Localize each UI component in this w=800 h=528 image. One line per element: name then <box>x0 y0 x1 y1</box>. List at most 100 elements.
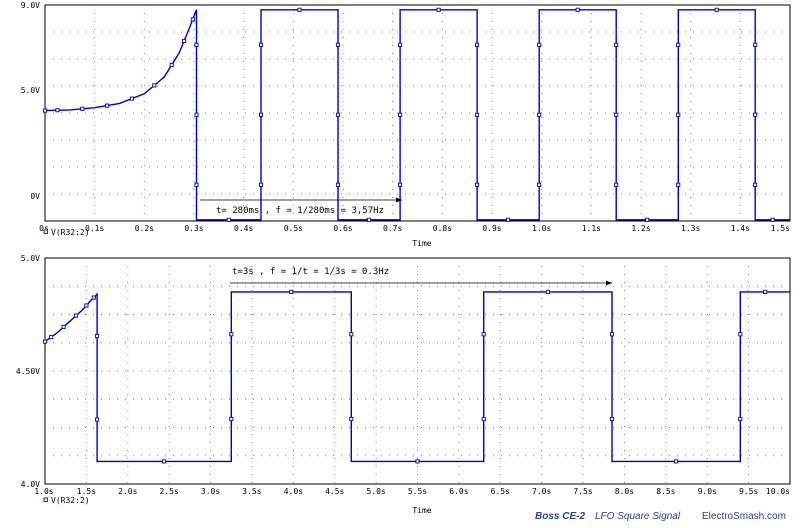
y-tick-label: 0V <box>30 192 40 201</box>
footer-brand: Boss CE-2 <box>535 511 585 522</box>
x-tick-label: 5.5s <box>408 487 427 496</box>
trace-marker <box>676 112 681 117</box>
trace-marker <box>226 217 231 222</box>
x-tick-label: 4.5s <box>325 487 344 496</box>
trace-marker <box>289 289 294 294</box>
trace-marker <box>506 217 511 222</box>
x-tick-label: 1.2s <box>631 224 650 233</box>
trace-marker <box>129 96 134 101</box>
x-tick-label: 3.5s <box>242 487 261 496</box>
y-tick-label: 4.50V <box>16 367 40 376</box>
y-tick-label: 5.0V <box>21 86 40 95</box>
trace-marker <box>95 333 100 339</box>
bottom-chart: 1.0s 1.5s 2.0s 2.5s 3.0s 3.5s 4.0s 4.5s 5.0s 5.5s… <box>16 254 791 515</box>
trace-marker <box>349 416 354 422</box>
trace-marker <box>575 7 580 12</box>
trace-marker <box>645 217 650 222</box>
annotation-arrowhead <box>396 197 402 203</box>
trace-marker <box>55 108 60 113</box>
x-tick-label: 3.0s <box>201 487 220 496</box>
trace-marker <box>194 182 199 187</box>
x-tick-label: 7.5s <box>573 487 592 496</box>
trace-marker <box>674 459 679 464</box>
x-tick-label: 1.5s <box>77 487 96 496</box>
x-tick-label: 0.6s <box>333 224 352 233</box>
trace-line <box>44 291 790 463</box>
trace-marker <box>91 295 96 300</box>
trace-marker <box>258 42 264 47</box>
x-tick-label: 8.5s <box>656 487 675 496</box>
x-tick-label: 0.1s <box>85 224 104 233</box>
trace-marker <box>258 182 264 187</box>
x-tick-label: 0.7s <box>383 224 402 233</box>
legend-marker <box>43 497 48 502</box>
trace-marker <box>537 182 542 187</box>
footer-caption: LFO Square Signal <box>595 511 681 522</box>
trace-marker <box>73 313 79 318</box>
trace-marker <box>676 42 681 47</box>
x-tick-label: 0.8s <box>433 224 452 233</box>
trace-marker <box>349 332 354 337</box>
trace-marker <box>609 416 615 422</box>
x-tick-label: 5.0s <box>366 487 385 496</box>
trace-marker <box>42 339 48 344</box>
x-tick-label: 0.2s <box>135 224 154 233</box>
trace-marker <box>335 42 341 47</box>
trace-marker <box>169 62 174 68</box>
x-tick-label: 1.3s <box>681 224 700 233</box>
trace-marker <box>95 417 100 422</box>
footer-site: ElectroSmash.com <box>702 511 786 522</box>
trace-marker <box>753 42 758 47</box>
y-tick-label: 9.0V <box>21 1 40 10</box>
trace-marker <box>335 112 341 117</box>
trace-line <box>44 9 790 221</box>
trace-marker <box>676 182 681 187</box>
x-tick-label: 1.4s <box>731 224 750 233</box>
trace-marker <box>229 332 234 337</box>
trace-marker <box>545 289 550 294</box>
y-tick-label: 5.0V <box>21 254 40 263</box>
x-tick-label: 1.0s <box>34 487 53 496</box>
x-axis-label: Time <box>412 239 431 248</box>
trace-marker <box>398 182 403 187</box>
x-tick-label: 6.0s <box>449 487 468 496</box>
trace-marker <box>614 112 619 117</box>
legend-marker <box>43 229 48 234</box>
trace-marker <box>398 112 403 117</box>
trace-marker <box>194 112 199 117</box>
x-tick-label: 4.0s <box>284 487 303 496</box>
x-tick-label: 0s <box>39 224 49 233</box>
trace-marker <box>481 416 486 422</box>
x-tick-label: 9.0s <box>698 487 717 496</box>
trace-marker <box>190 17 195 22</box>
x-tick-label: 10.0s <box>766 487 790 496</box>
x-axis-label: Time <box>412 506 431 515</box>
x-tick-label: 0.5s <box>284 224 303 233</box>
annotation-text: t=3s , f = 1/t = 1/3s = 0.3Hz <box>232 267 389 277</box>
trace-marker <box>367 217 372 222</box>
top-chart: 0s 0.1s 0.2s 0.3s 0.4s 0.5s 0.6s 0.7s 0.8s 0.9s 1.… <box>21 1 791 248</box>
y-tick-label: 4.0V <box>21 480 40 489</box>
x-tick-label: 0.9s <box>482 224 501 233</box>
trace-marker <box>609 332 615 337</box>
x-tick-label: 2.5s <box>160 487 179 496</box>
legend-label: V(R32:2) <box>51 228 90 237</box>
trace-marker <box>105 103 110 108</box>
x-tick-label: 7.0s <box>532 487 551 496</box>
trace-marker <box>753 182 758 187</box>
trace-marker <box>258 112 264 117</box>
x-tick-label: 0.4s <box>234 224 253 233</box>
trace-marker <box>182 38 187 44</box>
trace-marker <box>614 182 619 187</box>
trace-marker <box>481 332 486 337</box>
trace-marker <box>537 112 542 117</box>
trace-marker <box>436 7 441 12</box>
annotation-arrowhead <box>606 280 612 286</box>
x-tick-label: 1.0s <box>532 224 551 233</box>
trace-marker <box>152 83 157 88</box>
x-tick-label: 8.0s <box>615 487 634 496</box>
annotation-text: t= 280ms , f = 1/280ms = 3,57Hz <box>216 206 384 216</box>
trace-marker <box>475 42 480 47</box>
trace-marker <box>398 42 403 47</box>
